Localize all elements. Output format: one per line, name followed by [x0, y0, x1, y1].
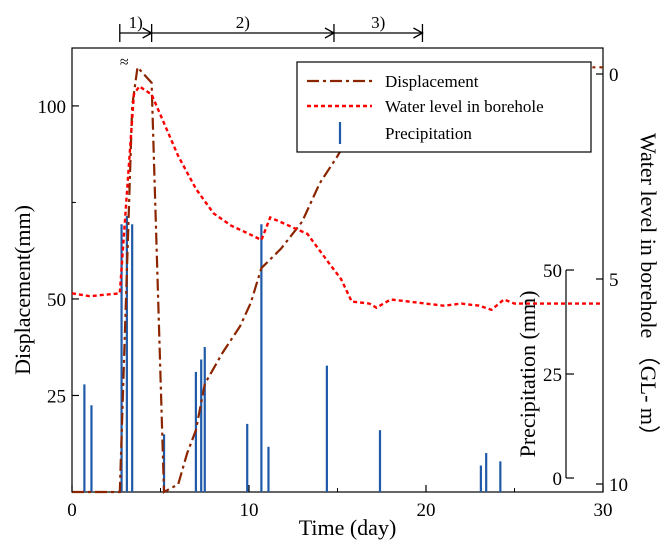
- y-tick-label: 100: [38, 97, 67, 118]
- phase-markers: 1) 2) 3): [120, 13, 423, 42]
- x-axis-title: Time (day): [299, 515, 397, 540]
- phase-label: 2): [236, 13, 250, 32]
- axis-break-symbol: ≈: [120, 54, 129, 71]
- legend-label: Displacement: [385, 72, 479, 91]
- y3-tick-label: 50: [543, 261, 562, 282]
- legend-label: Precipitation: [385, 124, 472, 143]
- x-tick-label: 30: [594, 500, 613, 521]
- x-tick-label: 0: [67, 500, 77, 521]
- y2-tick-label: 5: [609, 270, 619, 291]
- legend: Displacement Water level in borehole Preci…: [297, 62, 591, 152]
- x-tick-label: 10: [240, 500, 259, 521]
- y-tick-label: 50: [47, 290, 66, 311]
- y3-tick-label: 0: [553, 469, 563, 490]
- y2-axis-title: Water level in borehole （GL- m）: [636, 133, 661, 447]
- phase-label: 3): [371, 13, 385, 32]
- legend-label: Water level in borehole: [385, 97, 544, 116]
- y-tick-label: 25: [47, 386, 66, 407]
- y2-tick-label: 10: [609, 475, 628, 496]
- y3-axis-title: Precipitation (mm): [515, 291, 540, 458]
- y-axis-title: Displacement(mm): [10, 205, 35, 375]
- x-tick-label: 20: [417, 500, 436, 521]
- y3-tick-label: 25: [543, 365, 562, 386]
- y2-tick-label: 0: [609, 65, 619, 86]
- phase-label: 1): [129, 13, 143, 32]
